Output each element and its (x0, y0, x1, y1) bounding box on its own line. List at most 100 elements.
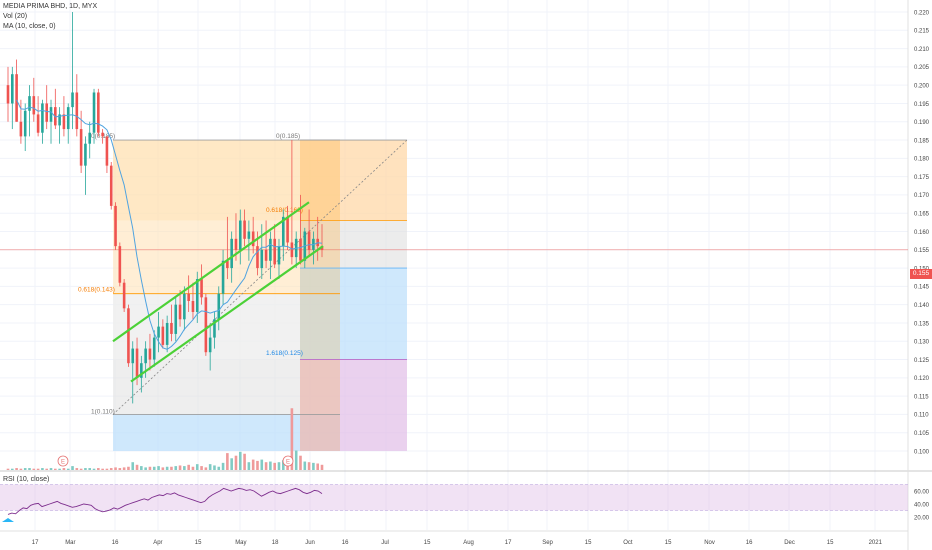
volume-bar (32, 468, 36, 470)
volume-bar (178, 465, 182, 470)
candle-body (247, 231, 251, 239)
fib-label-top-right: 0(0.185) (276, 133, 300, 140)
fib-overlap-zone (300, 140, 340, 451)
volume-bar (118, 468, 122, 470)
volume-bar (316, 463, 319, 470)
time-tick-label: Jun (305, 540, 315, 546)
candle-body (234, 238, 238, 250)
volume-bar (114, 467, 117, 470)
price-tick-label: 0.165 (914, 212, 930, 218)
candle-body (122, 282, 126, 309)
volume-bar (28, 468, 31, 470)
candle-body (243, 220, 246, 239)
volume-bar (243, 453, 246, 470)
volume-bar (105, 468, 109, 470)
time-tick-label: May (235, 540, 246, 546)
price-tick-label: 0.105 (914, 431, 930, 437)
candle-body (36, 114, 40, 133)
price-tick-label: 0.175 (914, 175, 930, 181)
time-tick-label: 16 (342, 540, 349, 546)
volume-bar (217, 466, 221, 470)
price-tick-label: 0.190 (914, 120, 930, 126)
volume-bar (152, 466, 156, 470)
candle-body (170, 322, 173, 334)
price-tick-label: 0.220 (914, 10, 930, 16)
ma-legend[interactable]: MA (10, close, 0) (3, 23, 56, 30)
candle-body (84, 143, 87, 166)
volume-bar (256, 460, 259, 470)
volume-bar (174, 466, 178, 470)
candle-body (127, 308, 130, 364)
time-tick-label: 17 (32, 540, 39, 546)
volume-bar (273, 462, 276, 470)
volume-bar (45, 468, 49, 470)
candle-body (281, 216, 285, 247)
rsi-legend[interactable]: RSI (10, close) (3, 476, 50, 483)
price-tick-label: 0.140 (914, 303, 930, 309)
volume-bar (54, 468, 57, 470)
candle-body (157, 326, 160, 338)
earnings-marker (282, 455, 294, 467)
candle-body (66, 107, 70, 130)
candle-body (213, 319, 216, 338)
fib-ext-zone-3 (300, 359, 407, 451)
fib-ext-zone-0 (300, 140, 407, 221)
fib-trend-line (112, 139, 408, 415)
fib-label-top: 0(0.185) (91, 133, 115, 140)
candle-body (307, 231, 311, 250)
candle-body (58, 114, 61, 126)
candle-body (49, 107, 53, 122)
price-tick-label: 0.135 (914, 321, 930, 327)
volume-bar (187, 464, 190, 470)
candle-body (174, 304, 178, 334)
candle-body (187, 293, 190, 302)
candle-body (28, 96, 31, 111)
candle-body (19, 121, 23, 137)
volume-bar (307, 462, 311, 470)
candle-body (140, 363, 143, 378)
time-tick-label: Dec (784, 540, 795, 546)
volume-bar (109, 468, 113, 470)
earnings-label: E (61, 460, 65, 466)
volume-bar (260, 459, 264, 470)
volume-bar (62, 468, 66, 470)
price-tick-label: 0.100 (914, 449, 930, 455)
time-tick-label: 15 (665, 540, 672, 546)
candle-body (118, 246, 122, 283)
price-tick-label: 0.180 (914, 157, 930, 163)
price-tick-label: 0.185 (914, 138, 930, 144)
price-tick-label: 0.130 (914, 340, 930, 346)
candle-body (238, 220, 242, 250)
price-tick-label: 0.160 (914, 230, 930, 236)
volume-bar (144, 467, 147, 470)
rsi-tick-label: 40.00 (914, 502, 930, 508)
volume-bar (277, 462, 281, 470)
candle-body (286, 216, 289, 243)
candle-body (75, 92, 79, 130)
candle-body (251, 231, 255, 247)
candle-body (23, 110, 27, 137)
time-tick-label: Jul (381, 540, 389, 546)
candle-body (135, 348, 139, 378)
candle-body (191, 301, 195, 312)
volume-legend[interactable]: Vol (20) (3, 13, 28, 20)
volume-bar (303, 461, 307, 470)
candle-body (273, 238, 276, 265)
rsi-line (7, 487, 323, 515)
symbol-legend[interactable]: MEDIA PRIMA BHD, 1D, MYX (3, 3, 98, 10)
time-tick-label: 2021 (869, 540, 883, 546)
volume-bar (251, 459, 255, 470)
candle-body (195, 279, 199, 312)
time-tick-label: 15 (585, 540, 592, 546)
candle-body (101, 132, 104, 137)
volume-bar (281, 460, 285, 470)
time-tick-label: Oct (623, 540, 633, 546)
volume-bar (49, 468, 53, 470)
volume-bar (23, 468, 27, 470)
time-tick-label: Aug (463, 540, 474, 546)
price-tick-label: 0.170 (914, 193, 930, 199)
volume-bar (71, 466, 74, 470)
rsi-logo (2, 518, 14, 522)
